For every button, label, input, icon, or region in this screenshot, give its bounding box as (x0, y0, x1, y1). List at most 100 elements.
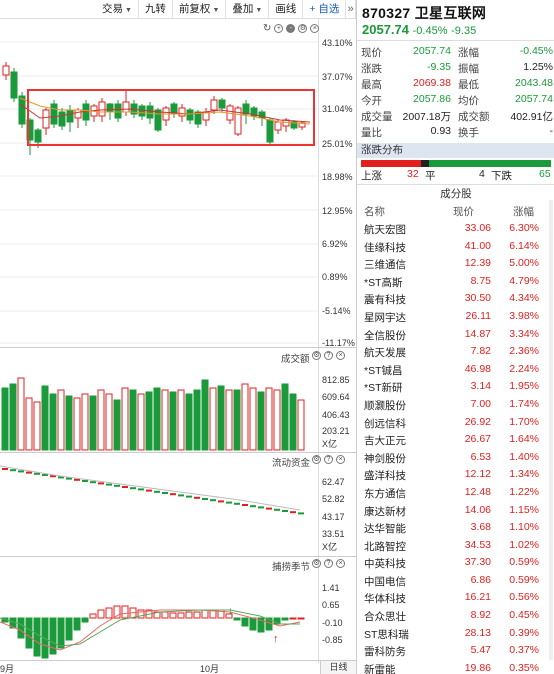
close-icon[interactable]: × (336, 455, 345, 464)
constituent-row[interactable]: 航天发展 7.82 2.36% (357, 343, 554, 361)
constituent-row[interactable]: 新雷能 19.86 0.35% (357, 660, 554, 674)
season-bar (169, 612, 177, 619)
constituent-row[interactable]: 星网宇达 26.11 3.98% (357, 308, 554, 326)
axis-divider (318, 19, 319, 663)
constituent-row[interactable]: 合众思壮 8.92 0.45% (357, 607, 554, 625)
volume-chart[interactable] (0, 360, 318, 452)
constituent-name: 华体科技 (364, 593, 406, 606)
settings-icon[interactable]: ⚙ (312, 559, 321, 568)
candlestick-chart[interactable] (0, 0, 318, 350)
constituent-row[interactable]: 盛洋科技 12.12 1.34% (357, 466, 554, 484)
constituent-row[interactable]: *ST新研 3.14 1.95% (357, 378, 554, 396)
panel-divider (0, 347, 356, 348)
constituent-row[interactable]: 顺灏股份 7.00 1.74% (357, 396, 554, 414)
constituent-row[interactable]: 三维通信 12.39 5.00% (357, 255, 554, 273)
toolbar-nine-turn-button[interactable]: 九转 (139, 0, 173, 19)
scrollbar[interactable] (549, 200, 553, 660)
ma-line (19, 97, 311, 125)
flat-label: 平 (425, 170, 436, 182)
settings-icon[interactable]: ⚙ (312, 455, 321, 464)
constituent-row[interactable]: 北路智控 34.53 1.02% (357, 537, 554, 555)
constituent-row[interactable]: *ST高斯 8.75 4.79% (357, 273, 554, 291)
y-tick-label: 25.01% (322, 139, 353, 149)
toolbar-adjust-button[interactable]: 前复权 ▼ (173, 0, 227, 19)
constituent-name: 雷科防务 (364, 646, 406, 659)
constituent-row[interactable]: 中国电信 6.86 0.59% (357, 572, 554, 590)
constituent-name: *ST高斯 (364, 276, 403, 289)
buy-signal-arrow: ↑ (273, 633, 279, 645)
season-bar (17, 617, 25, 639)
constituent-row[interactable]: 全信股份 14.87 3.34% (357, 326, 554, 344)
close-icon[interactable]: × (310, 24, 320, 33)
period-daily-button[interactable]: 日线 (320, 661, 356, 674)
add-to-watchlist-button[interactable]: + 自选 (303, 0, 347, 19)
constituent-name: 康达新材 (364, 505, 406, 518)
toolbar-overlay-button[interactable]: 叠加 ▼ (226, 0, 270, 19)
constituent-row[interactable]: 创远信科 26.92 1.70% (357, 414, 554, 432)
volume-bar (25, 397, 33, 451)
zoom-out-icon[interactable]: - (286, 24, 296, 33)
zoom-in-icon[interactable]: + (274, 24, 284, 33)
help-icon[interactable]: ? (324, 351, 333, 360)
constituent-row[interactable]: 震有科技 30.50 4.34% (357, 290, 554, 308)
fund-flow-tick (234, 502, 240, 505)
ma-line (19, 103, 311, 123)
settings-icon[interactable]: ⚙ (312, 351, 321, 360)
close-icon[interactable]: × (336, 559, 345, 568)
header-name[interactable]: 名称 (364, 206, 385, 218)
constituent-row[interactable]: 吉大正元 26.67 1.64% (357, 431, 554, 449)
fund-flow-tick (242, 504, 248, 506)
constituent-change: 1.95% (509, 380, 539, 393)
candle-body (42, 109, 50, 129)
settings-icon[interactable]: ⚙ (298, 24, 308, 33)
volume-bar (297, 399, 305, 451)
season-line (0, 609, 301, 651)
more-icon[interactable]: » (346, 0, 356, 19)
constituent-price: 26.92 (464, 415, 491, 428)
constituent-row[interactable]: 东方通信 12.48 1.22% (357, 484, 554, 502)
candle-body (234, 107, 242, 135)
volume-bar (9, 383, 17, 451)
constituent-row[interactable]: 航天宏图 33.06 6.30% (357, 220, 554, 238)
season-indicator-chart[interactable]: ↓↑ (0, 570, 318, 660)
constituent-row[interactable]: 中英科技 37.30 0.59% (357, 554, 554, 572)
constituent-price: 26.67 (464, 433, 491, 446)
month-label: 9月 (0, 664, 15, 674)
constituent-row[interactable]: 达华智能 3.68 1.10% (357, 519, 554, 537)
constituent-row[interactable]: 雷科防务 5.47 0.37% (357, 642, 554, 660)
fund-flow-line (0, 465, 301, 511)
header-change[interactable]: 涨幅 (513, 206, 534, 218)
close-icon[interactable]: × (336, 351, 345, 360)
help-icon[interactable]: ? (324, 455, 333, 464)
constituent-change: 0.59% (509, 556, 539, 569)
constituent-row[interactable]: 神剑股份 6.53 1.40% (357, 449, 554, 467)
constituent-row[interactable]: 华体科技 16.21 0.56% (357, 589, 554, 607)
constituent-row[interactable]: 佳缘科技 41.00 6.14% (357, 238, 554, 256)
fund-flow-chart[interactable] (0, 460, 318, 555)
season-bar (281, 617, 289, 621)
season-bar (257, 617, 265, 633)
fund-flow-tick (58, 476, 64, 479)
season-bar (89, 613, 97, 619)
fund-flow-tick (250, 505, 256, 508)
season-bar (25, 617, 33, 649)
quote-row: 涨跌 -9.35 振幅 1.25% (361, 60, 553, 76)
season-bar (153, 611, 161, 619)
constituent-row[interactable]: *ST铖昌 46.98 2.24% (357, 361, 554, 379)
season-bar (161, 611, 169, 619)
main-panel-controls: ↻ + - ⚙ × (263, 23, 320, 34)
constituent-name: 中国电信 (364, 575, 406, 588)
fund-flow-tick (290, 511, 296, 514)
toolbar-draw-button[interactable]: 画线 (269, 0, 304, 19)
y-unit-label: X亿 (322, 439, 338, 449)
stock-title: 870327 卫星互联网 (362, 5, 487, 21)
toolbar-trade-button[interactable]: 交易 ▼ (96, 0, 139, 19)
refresh-icon[interactable]: ↻ (263, 23, 272, 34)
constituent-row[interactable]: ST思科瑞 28.13 0.39% (357, 625, 554, 643)
quote-table: 现价 2057.74 涨幅 -0.45% 涨跌 -9.35 振幅 1.25% 最高 2069.38… (361, 44, 553, 140)
quote-cell: 1.25% (523, 61, 553, 73)
header-price[interactable]: 现价 (453, 206, 474, 218)
constituent-row[interactable]: 康达新材 14.06 1.15% (357, 502, 554, 520)
help-icon[interactable]: ? (324, 559, 333, 568)
chart-area[interactable]: 交易 ▼ 九转 前复权 ▼ 叠加 ▼ 画线 + 自选 » ↻ + - ⚙ × 43.1… (0, 0, 356, 674)
